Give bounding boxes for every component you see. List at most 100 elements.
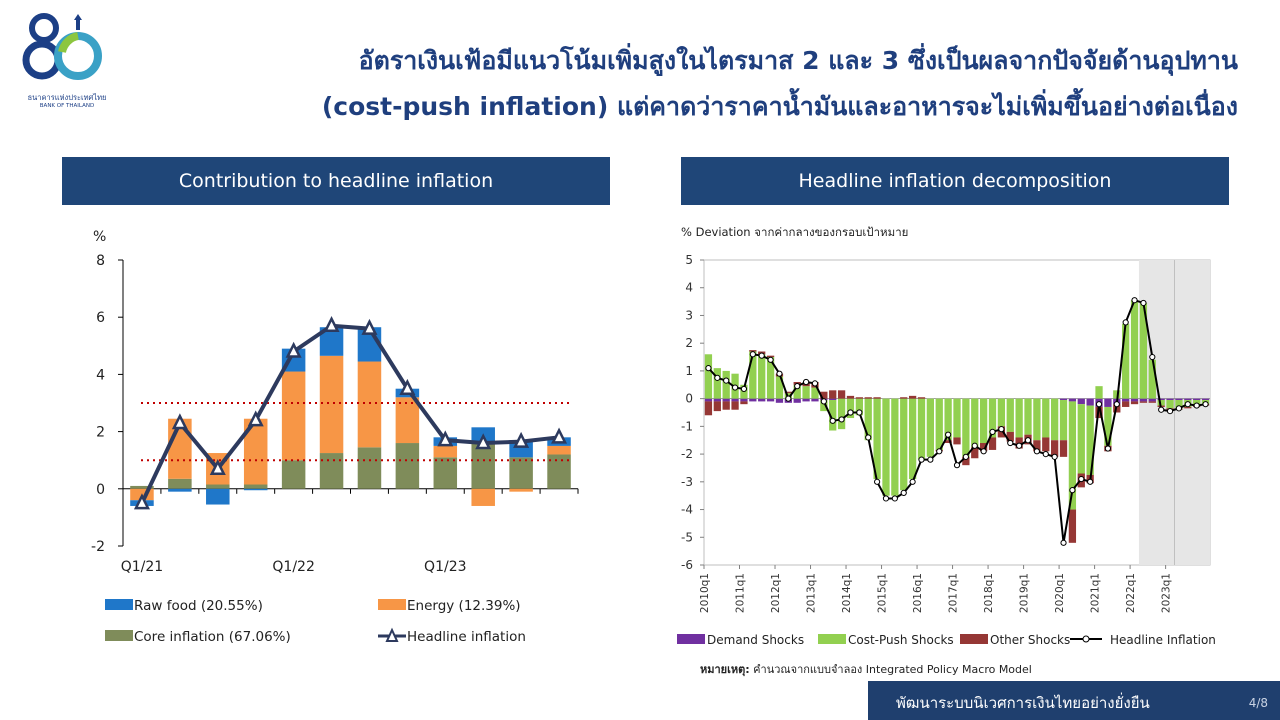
bar-cost-push-2 (722, 370, 730, 399)
bar-other-9 (784, 391, 792, 394)
footnote: หมายเหตุ: คำนวณจากแบบจำลอง Integrated Po… (700, 660, 1032, 678)
y-tick-label: -4 (681, 503, 693, 517)
headline-marker-18 (865, 434, 872, 441)
bar-cost-push-50 (1148, 359, 1156, 399)
bar-demand-42 (1077, 398, 1085, 405)
bar-raw-5 (319, 327, 344, 356)
bar-cost-push-27 (944, 398, 952, 441)
headline-marker-26 (936, 448, 943, 455)
bar-cost-push-33 (997, 398, 1006, 427)
decomposition-chart: -6 -5 -4 -3 -2 -1 0 1 2 3 4 5 % Deviation จากค่ากลาง… (677, 225, 1216, 647)
headline-marker-21 (891, 495, 898, 502)
headline-marker-7 (399, 378, 416, 395)
bar-core-5 (319, 453, 344, 489)
bar-demand-51 (1157, 398, 1165, 401)
bar-other-40 (1059, 440, 1068, 457)
bar-core-9 (471, 443, 495, 489)
headline-marker-25 (927, 456, 934, 463)
bar-cost-push-18 (864, 398, 872, 441)
x-tick-label: 2012q1 (770, 573, 782, 613)
bar-cost-push-45 (1104, 406, 1112, 446)
legend-swatch (105, 599, 133, 610)
bar-demand-12 (811, 398, 819, 402)
bar-cost-push-48 (1130, 300, 1139, 399)
legend-swatch (378, 599, 406, 610)
headline-marker-16 (847, 409, 854, 416)
bar-energy-7 (395, 397, 420, 444)
bar-cost-push-32 (988, 398, 997, 438)
headline-marker-54 (1184, 401, 1191, 408)
bar-cost-push-8 (775, 376, 784, 399)
x-tick-label: 2018q1 (983, 573, 995, 613)
bar-cost-push-7 (766, 357, 775, 399)
bar-demand-10 (793, 398, 801, 403)
bar-demand-4 (740, 398, 748, 402)
bar-other-32 (988, 437, 997, 450)
y-tick-label: -5 (681, 530, 693, 544)
bar-demand-41 (1068, 398, 1077, 402)
headline-marker-51 (1158, 406, 1165, 413)
bar-demand-1 (713, 398, 721, 402)
headline-inflation-line (140, 323, 560, 504)
bar-demand-7 (766, 398, 775, 402)
bar-cost-push-36 (1024, 398, 1032, 435)
legend-label: Headline Inflation (1110, 633, 1216, 647)
x-tick-label: Q1/22 (272, 559, 314, 575)
bar-other-37 (1033, 440, 1041, 452)
bar-cost-push-1 (713, 368, 721, 399)
bar-cost-push-11 (802, 386, 810, 399)
bar-cost-push-22 (900, 398, 908, 491)
bar-energy-8 (433, 445, 458, 458)
bar-energy-5 (319, 355, 344, 454)
bar-cost-push-41 (1068, 401, 1077, 510)
bar-other-49 (1139, 401, 1148, 403)
headline-marker-20 (882, 495, 890, 502)
bar-core-1 (168, 478, 192, 489)
bar-other-38 (1042, 437, 1050, 452)
legend-label: Raw food (20.55%) (134, 598, 263, 614)
headline-marker-55 (1193, 402, 1200, 409)
bar-demand-3 (731, 398, 739, 402)
logo-text-thai: ธนาคารแห่งประเทศไทย (27, 93, 107, 102)
bar-raw-3 (243, 488, 268, 491)
headline-marker-7 (767, 356, 774, 363)
bar-other-54 (1184, 406, 1192, 409)
bar-core-3 (243, 484, 268, 489)
bar-demand-56 (1201, 398, 1210, 401)
bar-cost-push-38 (1042, 398, 1050, 438)
logo-text-english: BANK OF THAILAND (39, 103, 95, 109)
x-tick-label: 2015q1 (877, 573, 889, 613)
headline-marker-11 (802, 378, 810, 386)
bar-other-31 (979, 443, 988, 452)
bar-demand-2 (722, 398, 730, 402)
legend-swatch (960, 634, 988, 644)
y-tick-label: 1 (685, 364, 693, 378)
headline-marker-19 (874, 478, 881, 485)
legend-swatch (818, 634, 846, 644)
headline-marker-24 (918, 456, 925, 463)
headline-marker-43 (1087, 478, 1094, 485)
bar-demand-5 (749, 398, 757, 402)
headline-marker-44 (1095, 401, 1103, 408)
bar-other-24 (917, 397, 926, 399)
bar-other-48 (1130, 401, 1139, 405)
headline-marker-2 (209, 458, 226, 476)
bar-demand-14 (829, 398, 837, 401)
headline-marker-34 (1007, 439, 1014, 447)
headline-marker-9 (475, 433, 492, 450)
bar-cost-push-23 (908, 398, 917, 480)
bar-other-23 (908, 395, 917, 399)
left-panel-header: Contribution to headline inflation (62, 157, 610, 205)
headline-marker-39 (1051, 453, 1058, 460)
bar-cost-push-19 (873, 398, 881, 480)
headline-marker-5 (749, 351, 756, 358)
headline-marker-36 (1024, 437, 1032, 444)
bar-cost-push-5 (749, 351, 757, 399)
bar-demand-47 (1122, 398, 1130, 402)
bar-other-14 (829, 390, 837, 399)
y-tick-label: 6 (96, 310, 105, 326)
bar-other-47 (1122, 401, 1130, 407)
bar-other-34 (1006, 431, 1014, 442)
headline-marker-32 (989, 428, 996, 436)
headline-marker-56 (1202, 401, 1209, 408)
